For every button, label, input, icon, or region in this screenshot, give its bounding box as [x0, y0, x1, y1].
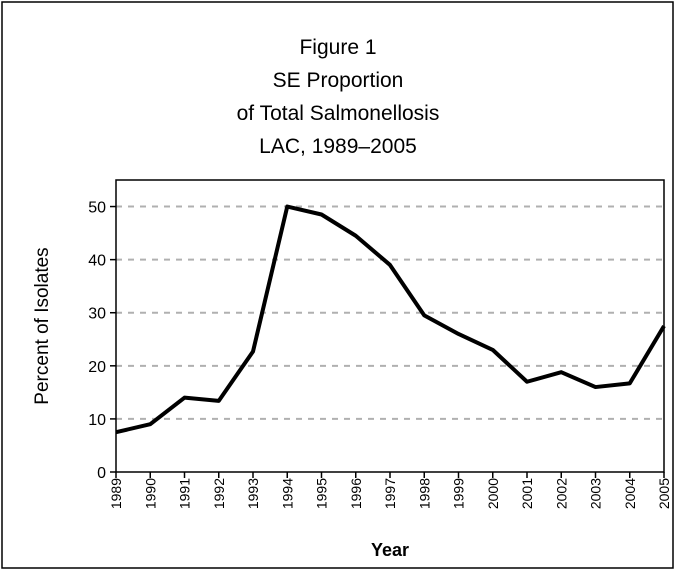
y-tick-label: 50: [88, 200, 106, 217]
x-tick-label: 1995: [314, 478, 330, 509]
y-axis-label: Percent of Isolates: [32, 247, 53, 404]
x-tick-label: 1996: [348, 478, 364, 509]
x-tick-label: 1990: [142, 478, 158, 509]
chart-title: Figure 1: [299, 36, 376, 59]
x-tick-label: 1993: [245, 478, 261, 509]
x-tick-label: 1992: [211, 478, 227, 509]
x-tick-label: 2005: [656, 478, 672, 509]
x-tick-label: 1997: [382, 478, 398, 509]
x-tick-label: 2003: [588, 478, 604, 509]
y-tick-label: 10: [88, 412, 106, 429]
line: [115, 204, 666, 435]
chart-title: LAC, 1989–2005: [259, 135, 417, 158]
y-tick-label: 40: [88, 253, 106, 270]
x-tick-label: 1991: [177, 478, 193, 509]
x-tick-label: 1989: [108, 478, 124, 509]
x-axis-label: Year: [371, 540, 409, 560]
x-tick-label: 2000: [485, 478, 501, 509]
x-tick-label: 2001: [519, 478, 535, 509]
chart-title: SE Proportion: [273, 69, 404, 92]
chart-title: of Total Salmonellosis: [237, 102, 440, 125]
x-tick-label: 2002: [553, 478, 569, 509]
y-tick-label: 0: [97, 465, 106, 482]
y-tick-label: 20: [88, 359, 106, 376]
x-tick-label: 1998: [416, 478, 432, 509]
x-tick-label: 2004: [622, 478, 638, 509]
y-tick-label: 30: [88, 306, 106, 323]
x-tick-label: 1994: [279, 478, 295, 509]
x-tick-label: 1999: [451, 478, 467, 509]
